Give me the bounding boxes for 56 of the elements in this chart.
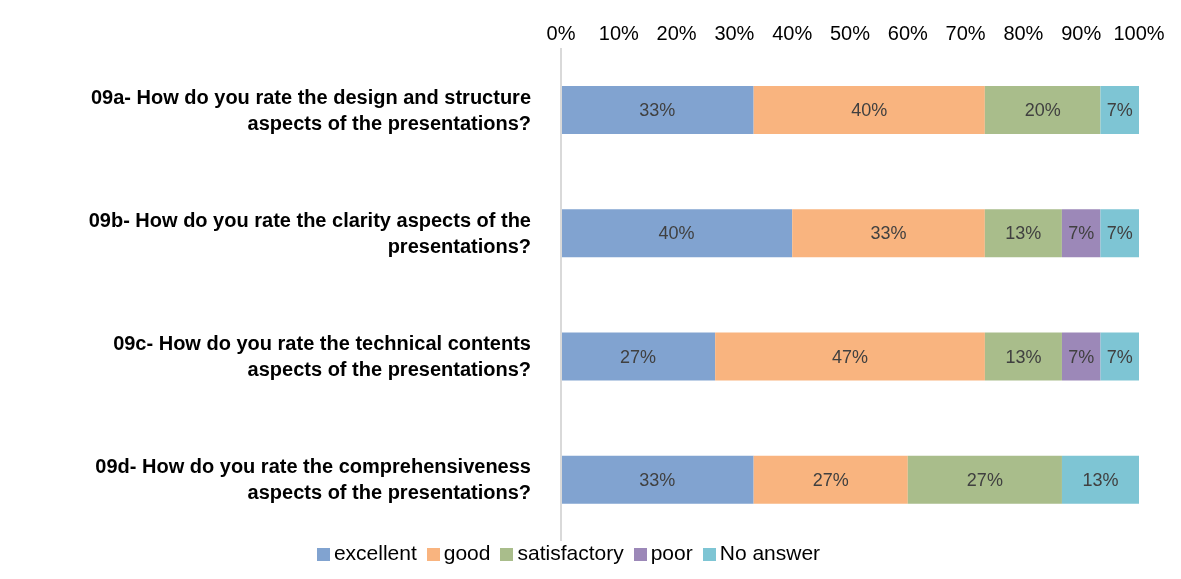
x-tick-label: 40% [772,22,813,44]
legend-label: good [443,541,491,564]
bar [984,332,1062,381]
y-tick-label: 09b- How do you rate the clarity aspects of the presentations? [88,208,531,257]
bar [753,455,908,504]
data-label: 27% [620,346,657,367]
x-tick-label: 70% [945,22,986,44]
x-tick-label: 10% [598,22,640,44]
data-label: 7% [1068,223,1095,244]
y-tick-label: 09c- How do you rate the technical contents aspects of the presentations? [113,332,531,381]
bar [753,86,985,134]
data-label: 7% [1106,346,1133,367]
data-label: 33% [870,223,907,244]
x-tick-label: 100% [1113,22,1165,44]
data-label: 7% [1106,223,1133,244]
bar [1100,332,1139,381]
bar [984,209,1062,258]
data-label: 40% [851,100,888,120]
data-label: 20% [1024,100,1061,120]
bar [561,332,716,381]
x-tick-label: 80% [1003,22,1044,44]
data-label: 13% [1082,469,1119,490]
data-label: 40% [658,223,695,244]
bar [561,455,754,504]
x-tick-label: 90% [1061,22,1102,44]
bar [561,86,754,134]
legend-label: excellent [333,541,417,564]
bar [907,455,1062,504]
bar [792,209,985,258]
bar [1100,86,1139,134]
y-tick-label: 09d- How do you rate the comprehensiveness aspects of the presentations? [95,455,531,504]
data-label: 27% [812,469,849,490]
y-tick-label: 09a- How do you rate the design and structure aspects of the presentations? [90,85,531,134]
bar [1100,209,1139,258]
data-label: 33% [639,100,676,120]
bar [715,332,985,381]
bar [1061,455,1139,504]
data-label: 13% [1005,223,1042,244]
data-label: 33% [639,469,676,490]
bar [1061,332,1101,381]
x-tick-label: 0% [546,22,576,44]
x-tick-label: 20% [656,22,697,44]
x-tick-label: 30% [714,22,755,44]
x-tick-label: 50% [829,22,871,44]
bar [561,209,793,258]
x-tick-label: 60% [887,22,929,44]
data-label: 13% [1005,346,1042,367]
data-label: 7% [1106,100,1133,120]
bar [1061,209,1101,258]
legend-label: No answer [719,541,821,564]
bar [984,86,1101,134]
data-label: 47% [832,346,869,367]
legend-label: poor [650,541,693,564]
data-label: 27% [966,469,1003,490]
data-label: 7% [1068,346,1095,367]
legend-label: satisfactory [517,541,624,564]
